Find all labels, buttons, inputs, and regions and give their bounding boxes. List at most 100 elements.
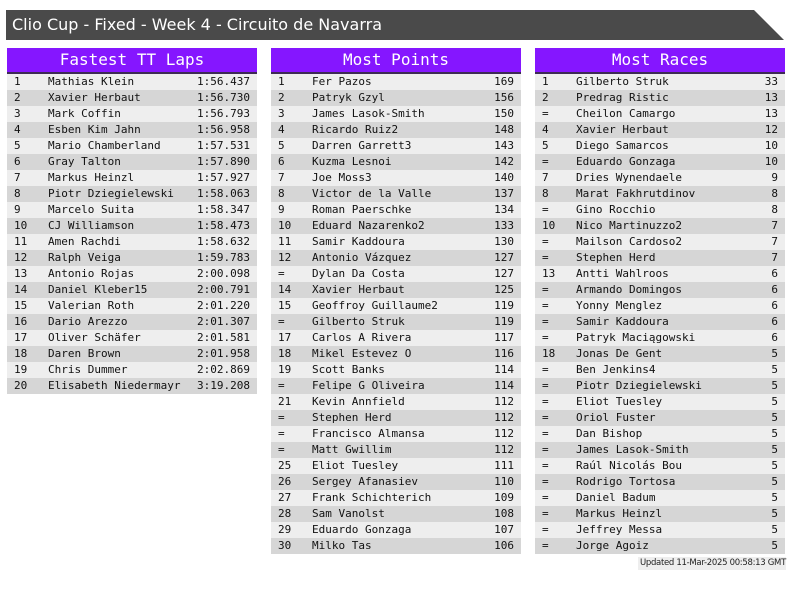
- value-cell: 1:57.927: [197, 171, 250, 184]
- rank-cell: 12: [278, 251, 292, 264]
- driver-name-cell: Mark Coffin: [48, 107, 121, 120]
- rank-cell: =: [278, 315, 285, 328]
- value-cell: 7: [771, 219, 778, 232]
- most-races-table: Most Races 1 Gilberto Struk 33 2 Predrag Ris…: [535, 48, 785, 554]
- value-cell: 5: [771, 491, 778, 504]
- value-cell: 2:01.958: [197, 347, 250, 360]
- table-row: = Daniel Badum 5: [535, 490, 785, 506]
- driver-name-cell: Eduard Nazarenko2: [312, 219, 425, 232]
- rank-cell: 29: [278, 523, 292, 536]
- table-row: 30 Milko Tas 106: [271, 538, 521, 554]
- driver-name-cell: Marcelo Suita: [48, 203, 135, 216]
- rank-cell: 27: [278, 491, 292, 504]
- table-row: 19 Chris Dummer 2:02.869: [7, 362, 257, 378]
- driver-name-cell: Kuzma Lesnoi: [312, 155, 392, 168]
- rank-cell: =: [542, 491, 549, 504]
- driver-name-cell: Armando Domingos: [576, 283, 682, 296]
- rank-cell: 1: [278, 75, 285, 88]
- driver-name-cell: Diego Samarcos: [576, 139, 669, 152]
- driver-name-cell: Piotr Dziegielewski: [48, 187, 174, 200]
- rank-cell: 13: [14, 267, 28, 280]
- value-cell: 8: [771, 203, 778, 216]
- table-row: 18 Daren Brown 2:01.958: [7, 346, 257, 362]
- value-cell: 119: [494, 315, 514, 328]
- driver-name-cell: Oliver Schäfer: [48, 331, 141, 344]
- driver-name-cell: Milko Tas: [312, 539, 372, 552]
- table-row: 28 Sam Vanolst 108: [271, 506, 521, 522]
- rank-cell: 19: [278, 363, 292, 376]
- value-cell: 112: [494, 395, 514, 408]
- rank-cell: 6: [14, 155, 21, 168]
- most-points-table: Most Points 1 Fer Pazos 169 2 Patryk Gzyl 156…: [271, 48, 521, 554]
- rank-cell: 19: [14, 363, 28, 376]
- driver-name-cell: Gray Talton: [48, 155, 121, 168]
- value-cell: 12: [764, 123, 778, 136]
- driver-name-cell: Antonio Vázquez: [312, 251, 412, 264]
- rank-cell: 12: [14, 251, 28, 264]
- rank-cell: 15: [14, 299, 28, 312]
- value-cell: 5: [771, 411, 778, 424]
- driver-name-cell: James Lasok-Smith: [312, 107, 425, 120]
- rank-cell: 16: [14, 315, 28, 328]
- rank-cell: 17: [14, 331, 28, 344]
- table-row: 11 Amen Rachdi 1:58.632: [7, 234, 257, 250]
- rank-cell: =: [278, 379, 285, 392]
- table-row: 26 Sergey Afanasiev 110: [271, 474, 521, 490]
- driver-name-cell: Gino Rocchio: [576, 203, 656, 216]
- value-cell: 1:56.437: [197, 75, 250, 88]
- rank-cell: =: [542, 155, 549, 168]
- driver-name-cell: Ben Jenkins4: [576, 363, 656, 376]
- driver-name-cell: Markus Heinzl: [48, 171, 135, 184]
- value-cell: 119: [494, 299, 514, 312]
- table-row: = Jorge Agoiz 5: [535, 538, 785, 554]
- driver-name-cell: Carlos A Rivera: [312, 331, 412, 344]
- driver-name-cell: Jonas De Gent: [576, 347, 663, 360]
- table-row: = Patryk Maciągowski 6: [535, 330, 785, 346]
- table-row: 9 Roman Paerschke 134: [271, 202, 521, 218]
- table-row: = Piotr Dziegielewski 5: [535, 378, 785, 394]
- table-row: 1 Fer Pazos 169: [271, 74, 521, 90]
- rank-cell: =: [542, 539, 549, 552]
- rank-cell: 1: [14, 75, 21, 88]
- driver-name-cell: Predrag Ristic: [576, 91, 669, 104]
- driver-name-cell: Stephen Herd: [312, 411, 392, 424]
- rank-cell: 25: [278, 459, 292, 472]
- driver-name-cell: Scott Banks: [312, 363, 385, 376]
- value-cell: 7: [771, 251, 778, 264]
- table-row: = Markus Heinzl 5: [535, 506, 785, 522]
- value-cell: 1:57.890: [197, 155, 250, 168]
- rank-cell: =: [542, 523, 549, 536]
- driver-name-cell: Jeffrey Messa: [576, 523, 663, 536]
- rank-cell: 7: [278, 171, 285, 184]
- rank-cell: =: [542, 251, 549, 264]
- driver-name-cell: Elisabeth Niedermayr: [48, 379, 181, 392]
- rank-cell: 10: [278, 219, 292, 232]
- rank-cell: 3: [278, 107, 285, 120]
- rank-cell: =: [542, 363, 549, 376]
- value-cell: 1:58.632: [197, 235, 250, 248]
- table-heading: Most Races: [535, 48, 785, 74]
- rank-cell: =: [542, 475, 549, 488]
- value-cell: 1:59.783: [197, 251, 250, 264]
- value-cell: 3:19.208: [197, 379, 250, 392]
- rank-cell: 4: [542, 123, 549, 136]
- driver-name-cell: Darren Garrett3: [312, 139, 412, 152]
- table-row: 29 Eduardo Gonzaga 107: [271, 522, 521, 538]
- value-cell: 125: [494, 283, 514, 296]
- value-cell: 2:02.869: [197, 363, 250, 376]
- rank-cell: =: [542, 395, 549, 408]
- table-row: 14 Xavier Herbaut 125: [271, 282, 521, 298]
- rank-cell: =: [278, 427, 285, 440]
- driver-name-cell: Matt Gwillim: [312, 443, 392, 456]
- rank-cell: 5: [14, 139, 21, 152]
- value-cell: 2:00.098: [197, 267, 250, 280]
- table-row: 4 Esben Kim Jahn 1:56.958: [7, 122, 257, 138]
- driver-name-cell: Patryk Gzyl: [312, 91, 385, 104]
- rank-cell: 3: [14, 107, 21, 120]
- value-cell: 156: [494, 91, 514, 104]
- value-cell: 1:56.793: [197, 107, 250, 120]
- driver-name-cell: Felipe G Oliveira: [312, 379, 425, 392]
- table-heading: Most Points: [271, 48, 521, 74]
- value-cell: 127: [494, 267, 514, 280]
- table-row: = Gilberto Struk 119: [271, 314, 521, 330]
